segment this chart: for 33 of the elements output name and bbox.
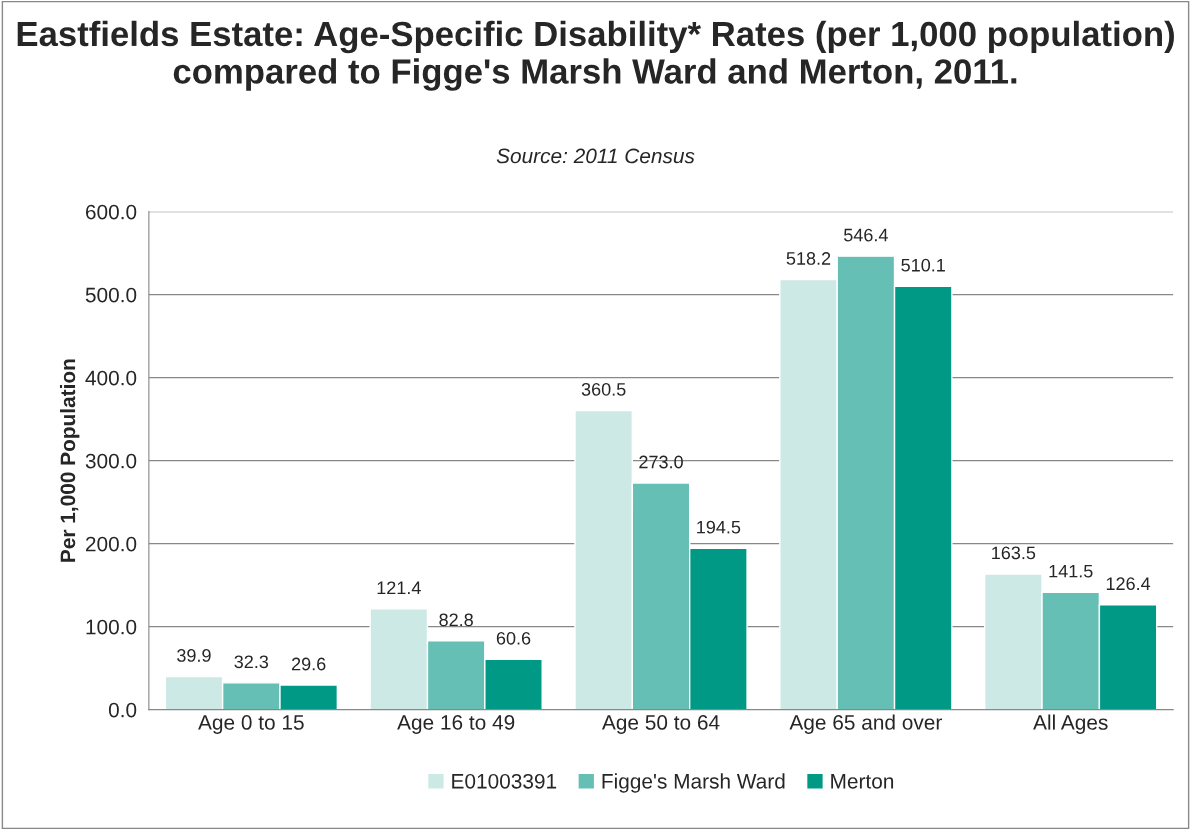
data-label: 82.8 bbox=[439, 613, 473, 627]
data-label: 360.5 bbox=[581, 382, 626, 396]
data-label: 126.4 bbox=[1106, 577, 1151, 591]
chart-subtitle: Source: 2011 Census bbox=[496, 148, 695, 164]
x-tick-label: Age 50 to 64 bbox=[601, 715, 720, 734]
y-tick-label: 0.0 bbox=[108, 702, 137, 718]
y-tick-label: 200.0 bbox=[85, 536, 137, 552]
y-tick-label: 100.0 bbox=[86, 619, 137, 635]
data-label: 29.6 bbox=[292, 657, 326, 671]
y-tick-label: 300.0 bbox=[85, 453, 137, 469]
x-tick-label: Age 16 to 49 bbox=[397, 715, 515, 734]
y-tick-label: 600.0 bbox=[86, 204, 137, 220]
data-label: 518.2 bbox=[786, 252, 831, 265]
legend-label: Figge's Marsh Ward bbox=[602, 773, 785, 793]
y-tick-label: 400.0 bbox=[85, 370, 137, 386]
x-tick-label: All Ages bbox=[1033, 714, 1108, 734]
data-label: 273.0 bbox=[639, 455, 683, 469]
data-label: 121.4 bbox=[377, 581, 421, 595]
y-tick-label: 500.0 bbox=[85, 287, 137, 303]
chart-title: Eastfields Estate: Age-Specific Disability* Rates (per 1,000 population) compared to Figge's Marsh Ward and Merton, 2011. bbox=[17, 20, 1174, 91]
data-label: 510.1 bbox=[901, 258, 945, 272]
data-label: 194.5 bbox=[697, 520, 741, 534]
data-label: 60.6 bbox=[496, 631, 531, 645]
x-tick-label: Age 65 and over bbox=[789, 714, 942, 734]
data-label: 39.9 bbox=[177, 649, 211, 662]
data-label: 546.4 bbox=[843, 228, 888, 242]
legend-label: E01003391 bbox=[452, 773, 557, 789]
x-tick-label: Age 0 to 15 bbox=[198, 715, 304, 734]
data-label: 163.5 bbox=[992, 546, 1036, 560]
data-label: 32.3 bbox=[234, 655, 269, 669]
legend-label: Merton bbox=[831, 774, 894, 789]
data-label: 141.5 bbox=[1049, 564, 1093, 578]
y-axis-title: Per 1,000 Population bbox=[59, 359, 80, 562]
